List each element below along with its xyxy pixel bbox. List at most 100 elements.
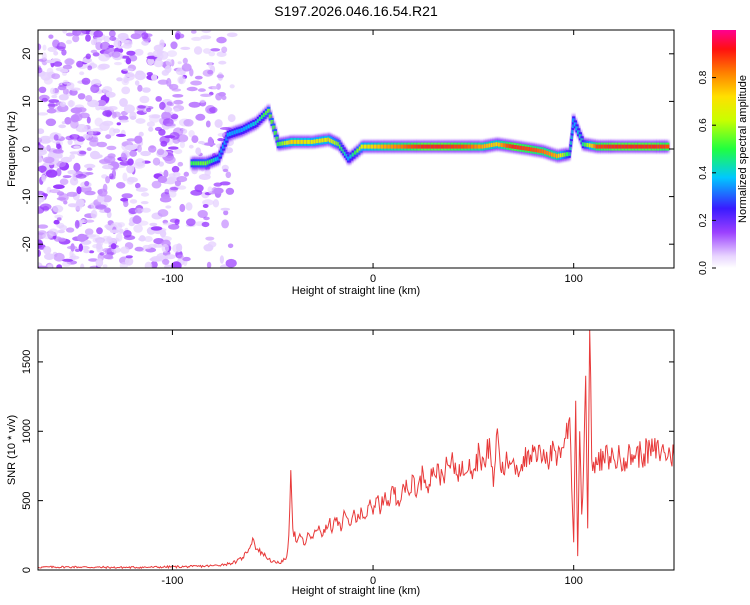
ridge-core: [268, 114, 272, 119]
noise-speckle: [210, 48, 221, 52]
noise-speckle: [126, 164, 135, 174]
ridge-core: [527, 147, 532, 151]
noise-speckle: [134, 207, 144, 214]
noise-speckle: [142, 244, 152, 250]
ridge-core: [370, 144, 376, 149]
ridge-core: [202, 161, 207, 166]
noise-speckle: [69, 177, 79, 186]
ridge-core: [286, 140, 290, 145]
ridge-core: [618, 144, 623, 149]
noise-speckle: [119, 119, 129, 123]
noise-speckle: [104, 207, 111, 213]
noise-speckle: [177, 75, 186, 85]
noise-layer: [38, 30, 238, 268]
ridge-core: [486, 143, 490, 148]
noise-speckle: [138, 131, 144, 137]
ridge-core: [611, 144, 617, 149]
noise-speckle: [41, 174, 47, 182]
ridge-core: [532, 147, 537, 152]
noise-speckle: [168, 146, 179, 150]
noise-speckle: [75, 124, 88, 133]
ridge-core: [450, 144, 456, 149]
noise-speckle: [103, 254, 113, 260]
ridge-core: [290, 139, 296, 144]
x-tick-label: -100: [161, 273, 183, 285]
ridge-core: [483, 144, 488, 149]
noise-speckle: [175, 33, 181, 40]
noise-speckle: [84, 163, 96, 169]
ridge-core: [356, 148, 361, 153]
noise-speckle: [73, 162, 81, 172]
noise-speckle: [183, 119, 194, 127]
ridge-core: [601, 144, 606, 149]
noise-speckle: [125, 73, 135, 78]
ridge-core: [551, 152, 555, 157]
ridge-core: [581, 142, 586, 147]
ridge-core: [614, 144, 620, 149]
noise-speckle: [126, 50, 136, 56]
ridge-core: [541, 149, 546, 154]
ridge-core: [238, 128, 243, 133]
noise-speckle: [53, 61, 63, 67]
ridge-core: [265, 110, 269, 115]
ridge-core: [417, 144, 423, 149]
ridge-core: [394, 144, 399, 149]
noise-speckle: [141, 207, 151, 213]
colorbar-label: Normalized spectral amplitude: [737, 75, 749, 223]
noise-speckle: [146, 107, 152, 113]
noise-speckle: [133, 162, 146, 169]
ridge-core: [522, 146, 527, 151]
ridge-core: [321, 138, 326, 143]
noise-speckle: [157, 79, 169, 85]
ridge-core: [606, 144, 611, 149]
noise-speckle: [149, 222, 158, 227]
noise-speckle: [174, 219, 180, 226]
noise-speckle: [140, 201, 149, 205]
ridge-core: [261, 114, 265, 119]
noise-speckle: [38, 86, 47, 94]
ridge-core: [222, 144, 226, 149]
noise-speckle: [193, 46, 203, 55]
snr-series-line: [38, 330, 674, 570]
noise-speckle: [110, 243, 117, 250]
noise-speckle: [146, 121, 155, 127]
ridge-core: [593, 144, 598, 149]
ridge-core: [481, 144, 486, 149]
ridge-core: [565, 152, 570, 157]
noise-speckle: [186, 218, 196, 227]
noise-speckle: [168, 173, 176, 178]
noise-speckle: [96, 99, 107, 107]
noise-speckle: [123, 200, 129, 208]
noise-speckle: [99, 106, 111, 111]
ridge-core: [546, 151, 551, 155]
noise-speckle: [53, 184, 65, 189]
noise-speckle: [66, 82, 75, 90]
noise-speckle: [102, 86, 113, 94]
noise-speckle: [108, 44, 115, 48]
noise-speckle: [163, 169, 169, 178]
noise-speckle: [185, 202, 193, 211]
noise-speckle: [54, 214, 64, 219]
noise-speckle: [85, 53, 92, 60]
y-tick-label: 1500: [21, 350, 33, 374]
noise-speckle: [147, 52, 154, 57]
ridge-core: [563, 152, 568, 157]
noise-speckle: [38, 43, 42, 51]
noise-speckle: [91, 127, 104, 133]
noise-speckle: [109, 229, 120, 234]
noise-speckle: [134, 48, 144, 56]
noise-speckle: [124, 144, 137, 151]
ridge-core: [638, 144, 643, 149]
noise-speckle: [206, 261, 212, 268]
noise-speckle: [208, 61, 213, 69]
ridge-core: [327, 137, 331, 142]
noise-speckle: [169, 132, 180, 140]
ridge-core: [430, 144, 436, 149]
noise-speckle: [84, 180, 90, 187]
colorbar-tick-label: 0.4: [698, 165, 709, 179]
ridge-core: [665, 144, 670, 149]
noise-speckle: [165, 205, 172, 209]
noise-speckle: [156, 148, 165, 156]
noise-speckle: [38, 224, 49, 229]
